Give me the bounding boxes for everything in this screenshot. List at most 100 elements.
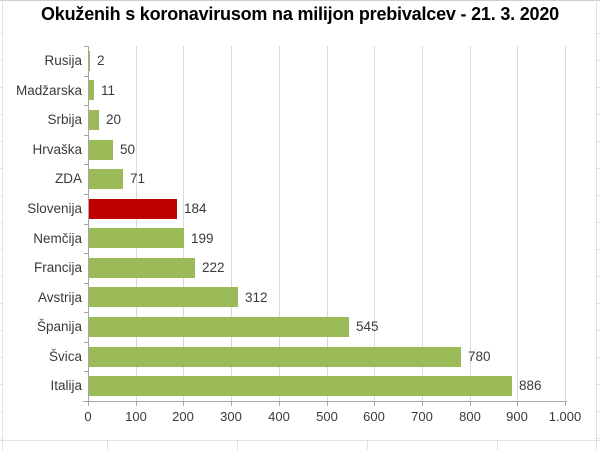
bar-avstrija [89, 287, 238, 307]
worksheet-gridline [597, 168, 600, 169]
value-axis-tick [183, 402, 184, 406]
value-axis-tick [327, 402, 328, 406]
x-tick-label: 0 [84, 409, 92, 424]
worksheet-gridline [597, 141, 600, 142]
category-axis-tick [84, 371, 88, 372]
category-label: Srbija [47, 112, 82, 128]
x-gridline-500 [327, 46, 328, 401]
category-label: Švica [48, 348, 82, 364]
worksheet-gridline [0, 0, 600, 1]
bar-value-label: 20 [106, 112, 122, 128]
worksheet-gridline [597, 222, 600, 223]
worksheet-gridline [0, 195, 2, 196]
worksheet-gridline [597, 384, 600, 385]
worksheet-gridline [597, 276, 600, 277]
category-axis-tick [84, 135, 88, 136]
x-gridline-700 [422, 46, 423, 401]
worksheet-gridline [0, 440, 600, 441]
worksheet-gridline [0, 60, 2, 61]
x-gridline-400 [279, 46, 280, 401]
category-axis-tick [84, 342, 88, 343]
x-gridline-300 [231, 46, 232, 401]
x-tick-label: 900 [506, 409, 528, 424]
x-gridline-800 [470, 46, 471, 401]
bar-value-label: 199 [191, 230, 214, 246]
category-label: Slovenija [27, 200, 82, 216]
x-gridline-100 [136, 46, 137, 401]
x-tick-label: 300 [220, 409, 242, 424]
bar-slovenija [89, 199, 177, 219]
category-axis-tick [84, 194, 88, 195]
category-axis-tick [84, 224, 88, 225]
value-axis-tick [136, 402, 137, 406]
category-label: Francija [33, 260, 82, 276]
x-tick-label: 700 [411, 409, 433, 424]
x-gridline-900 [517, 46, 518, 401]
worksheet-gridline [0, 114, 2, 115]
category-label: Rusija [44, 53, 82, 68]
worksheet-gridline [0, 33, 2, 34]
worksheet-gridline [0, 384, 2, 385]
worksheet-gridline [597, 357, 600, 358]
category-label: Španija [36, 319, 82, 335]
category-label: Nemčija [33, 230, 82, 246]
bar-value-label: 71 [130, 171, 146, 187]
worksheet-gridline [597, 438, 600, 439]
worksheet-gridline [2, 0, 3, 450]
x-tick-label: 1.000 [548, 409, 582, 424]
value-axis-tick [374, 402, 375, 406]
bar-madžarska [89, 80, 94, 100]
worksheet-gridline [107, 441, 108, 450]
worksheet-gridline [597, 249, 600, 250]
bar-zda [89, 169, 123, 189]
worksheet-gridline [597, 330, 600, 331]
bar-srbija [89, 110, 99, 130]
category-label: Madžarska [15, 82, 82, 98]
x-tick-label: 400 [268, 409, 290, 424]
value-axis-tick [279, 402, 280, 406]
bar-value-label: 545 [356, 319, 379, 335]
worksheet-gridline [597, 33, 600, 34]
value-axis-tick [231, 402, 232, 406]
x-gridline-200 [183, 46, 184, 401]
worksheet-gridline [597, 303, 600, 304]
bar-value-label: 886 [519, 378, 542, 394]
category-label: ZDA [55, 171, 82, 187]
worksheet-gridline [0, 330, 2, 331]
worksheet-gridline [237, 441, 238, 450]
category-axis [88, 46, 89, 401]
worksheet-gridline [0, 87, 2, 88]
x-tick-label: 600 [363, 409, 385, 424]
bar-value-label: 2 [97, 53, 105, 68]
worksheet-gridline [597, 195, 600, 196]
bar-value-label: 11 [101, 82, 116, 98]
value-axis-tick [470, 402, 471, 406]
worksheet-gridline [0, 276, 2, 277]
x-tick-label: 200 [172, 409, 194, 424]
worksheet-gridline [0, 303, 2, 304]
x-gridline-1000 [565, 46, 566, 401]
bar-value-label: 50 [120, 141, 136, 157]
bar-italija [89, 376, 512, 396]
x-tick-label: 800 [459, 409, 481, 424]
category-label: Avstrija [37, 289, 82, 305]
worksheet-gridline [597, 87, 600, 88]
bar-value-label: 780 [468, 348, 491, 364]
category-axis-tick [84, 164, 88, 165]
bar-nemčija [89, 228, 184, 248]
category-label: Italija [50, 378, 82, 394]
worksheet-gridline [597, 60, 600, 61]
x-tick-label: 100 [125, 409, 147, 424]
worksheet-gridline [497, 441, 498, 450]
bar-value-label: 184 [184, 200, 207, 216]
value-axis-tick [565, 402, 566, 406]
value-axis-tick [517, 402, 518, 406]
value-axis-tick [422, 402, 423, 406]
worksheet-gridline [597, 411, 600, 412]
value-axis [83, 401, 567, 402]
bar-value-label: 312 [245, 289, 268, 305]
value-axis-tick [88, 402, 89, 406]
category-axis-tick [84, 46, 88, 47]
category-axis-tick [84, 105, 88, 106]
